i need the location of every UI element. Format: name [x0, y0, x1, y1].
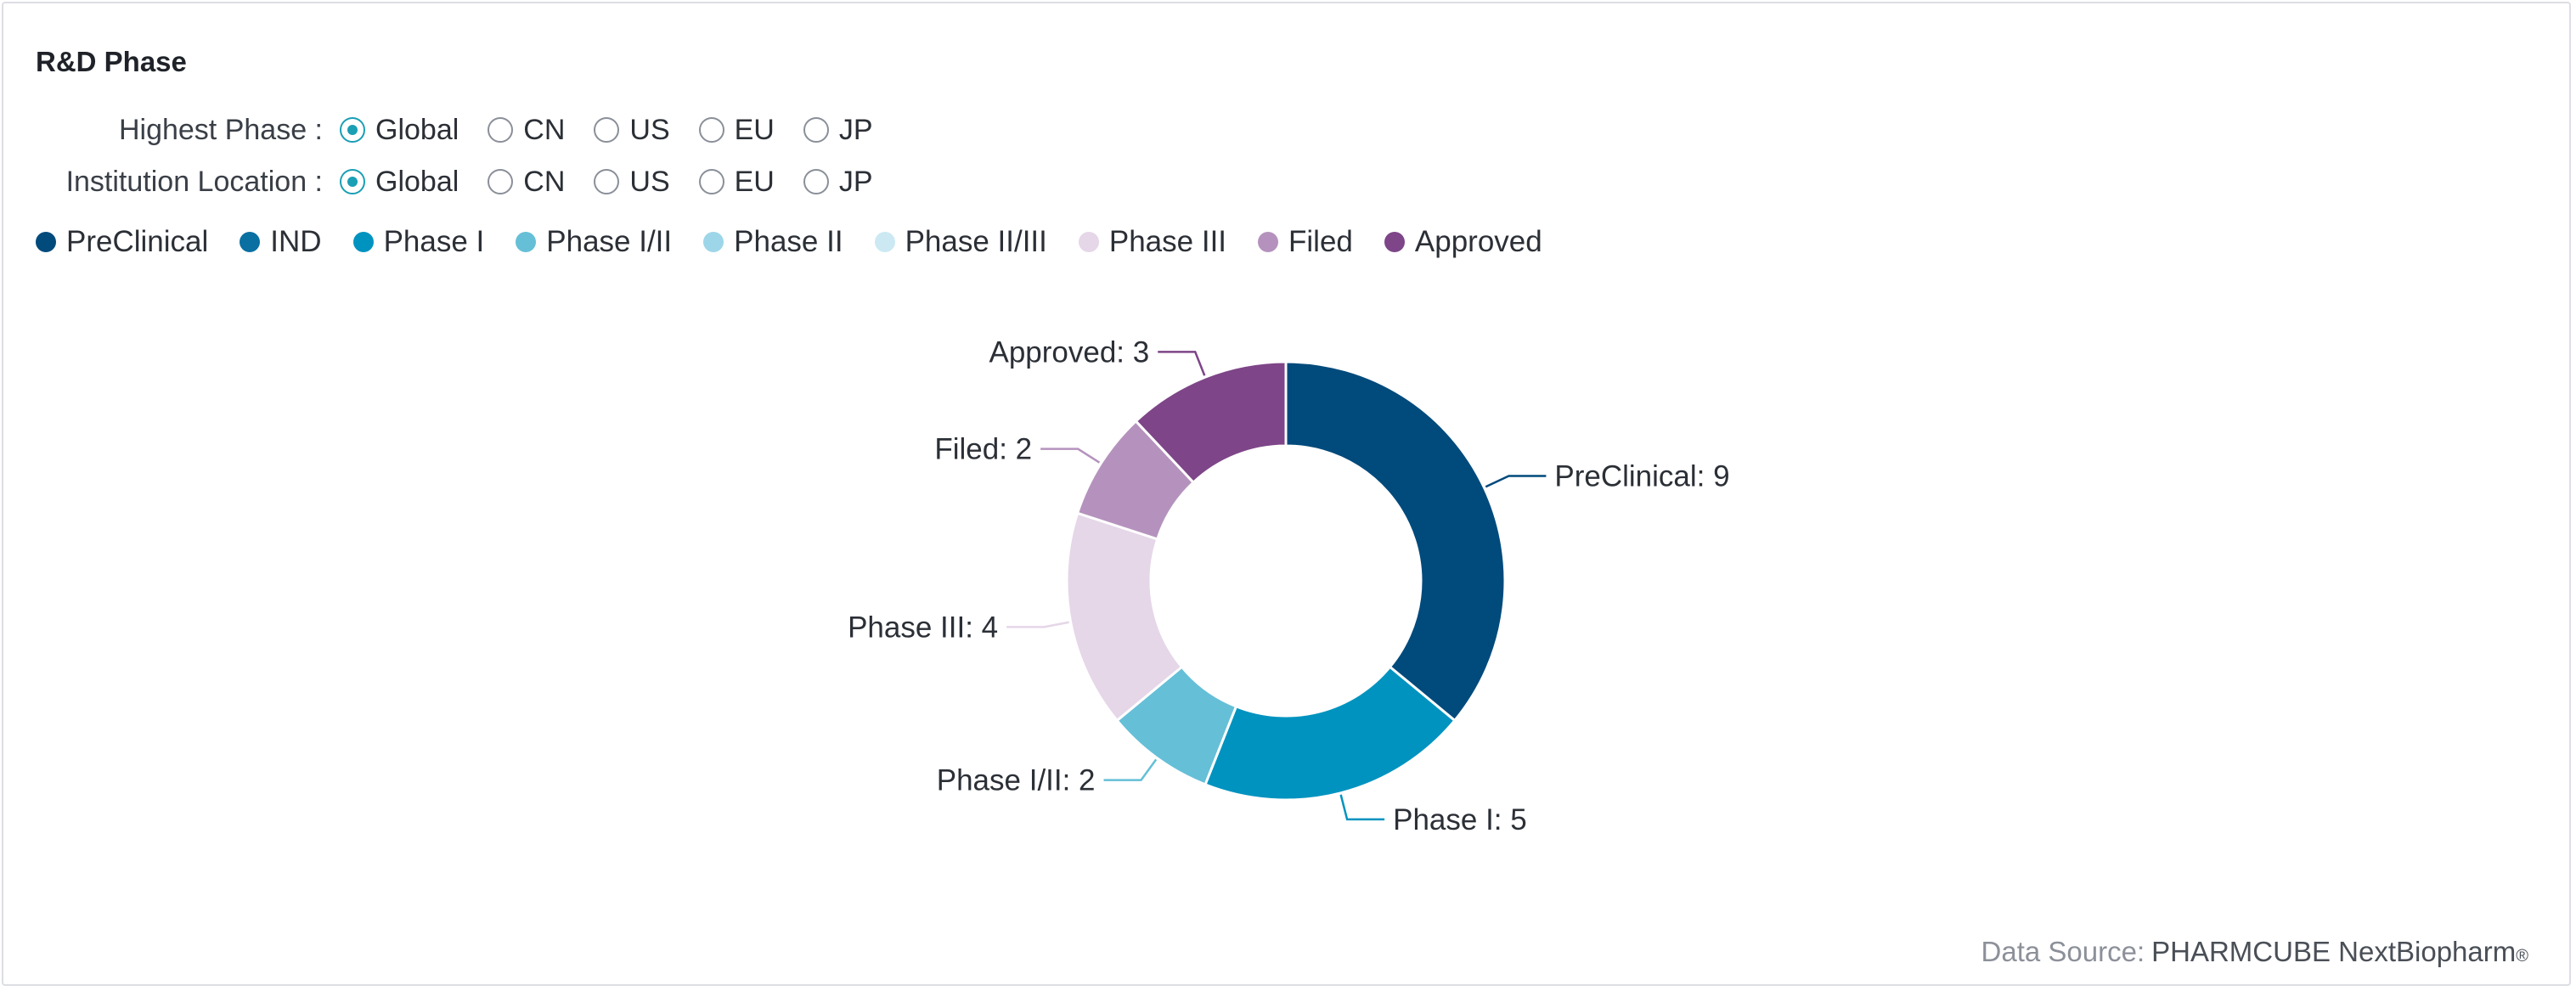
legend-dot	[36, 232, 56, 252]
filter-institution-location: Institution Location : Global CN US EU J…	[3, 160, 902, 203]
filter-label: Highest Phase :	[118, 113, 323, 146]
radio-unchecked-icon[interactable]	[594, 117, 620, 143]
legend-dot	[1258, 232, 1279, 252]
radio-unchecked-icon[interactable]	[488, 169, 514, 194]
legend-item-ind[interactable]: IND	[240, 225, 322, 259]
legend-item-phase-i[interactable]: Phase I	[352, 225, 485, 259]
radio-highest-eu[interactable]: EU	[698, 113, 775, 147]
radio-highest-us[interactable]: US	[594, 113, 670, 147]
legend-item-filed[interactable]: Filed	[1258, 225, 1353, 259]
filter-label: Institution Location :	[65, 165, 323, 198]
legend-dot	[874, 232, 895, 252]
radio-unchecked-icon[interactable]	[488, 117, 514, 143]
leader-line	[1006, 621, 1069, 628]
legend-item-phase-ii[interactable]: Phase II	[703, 225, 843, 259]
legend-item-phase-iii[interactable]: Phase III	[1078, 225, 1227, 259]
radio-unchecked-icon[interactable]	[594, 169, 620, 194]
radio-highest-cn[interactable]: CN	[488, 114, 565, 147]
legend-label: Phase III	[1108, 225, 1227, 258]
radio-unchecked-icon[interactable]	[698, 169, 724, 194]
data-source: Data Source: PHARMCUBE NextBiopharm ®	[1981, 936, 2528, 968]
slice-label: PreClinical: 9	[1554, 460, 1729, 493]
radio-highest-global[interactable]: Global	[340, 114, 459, 147]
radio-label: EU	[734, 165, 775, 198]
legend-label: Phase II	[734, 225, 843, 258]
legend-label: Phase II/III	[905, 225, 1047, 258]
legend-label: IND	[270, 225, 322, 258]
radio-highest-jp[interactable]: JP	[803, 114, 873, 147]
slice-label: Approved: 3	[989, 335, 1149, 369]
radio-location-global[interactable]: Global	[340, 166, 459, 199]
legend-label: PreClinical	[66, 225, 209, 258]
legend-item-phase-i-ii[interactable]: Phase I/II	[516, 225, 672, 259]
leader-line	[1158, 351, 1206, 376]
legend-label: Phase I	[383, 225, 485, 258]
slice-phase-i[interactable]	[1203, 665, 1457, 802]
legend-item-preclinical[interactable]: PreClinical	[36, 225, 208, 259]
leader-line	[1339, 794, 1385, 821]
legend-dot	[703, 232, 724, 252]
slice-preclinical[interactable]	[1284, 360, 1507, 723]
legend-dot	[352, 232, 374, 252]
radio-label: Global	[375, 113, 459, 146]
radio-location-us[interactable]: US	[594, 165, 670, 199]
radio-checked-icon[interactable]	[340, 117, 365, 143]
radio-label: JP	[838, 113, 873, 146]
legend-label: Filed	[1288, 225, 1353, 258]
radio-label: EU	[734, 113, 775, 146]
legend-label: Approved	[1414, 225, 1542, 258]
radio-label: CN	[523, 165, 566, 198]
card-title: R&D Phase	[36, 46, 187, 77]
leader-line	[1485, 475, 1547, 488]
radio-checked-icon[interactable]	[340, 169, 365, 194]
legend-dot	[240, 232, 261, 252]
radio-label: Global	[375, 165, 459, 198]
slice-label: Filed: 2	[934, 433, 1032, 466]
leader-line	[1040, 448, 1101, 464]
radio-label: JP	[838, 165, 873, 198]
slice-label: Phase I: 5	[1393, 803, 1527, 836]
radio-location-eu[interactable]: EU	[698, 165, 775, 199]
trademark-symbol: ®	[2516, 947, 2528, 966]
radio-unchecked-icon[interactable]	[803, 169, 829, 194]
chart-legend: PreClinical IND Phase I Phase I/II Phase II P…	[36, 222, 1574, 262]
radio-label: US	[629, 113, 670, 146]
legend-dot	[516, 232, 537, 252]
radio-label: CN	[523, 113, 566, 146]
radio-unchecked-icon[interactable]	[698, 117, 724, 143]
legend-item-phase-ii-iii[interactable]: Phase II/III	[874, 225, 1047, 259]
slice-label: Phase I/II: 2	[937, 764, 1096, 797]
radio-label: US	[629, 165, 670, 198]
radio-location-jp[interactable]: JP	[803, 166, 873, 199]
legend-dot	[1384, 232, 1405, 252]
radio-location-cn[interactable]: CN	[488, 166, 565, 199]
slice-approved[interactable]	[1134, 360, 1288, 485]
data-source-brand: PHARMCUBE NextBiopharm	[2151, 936, 2517, 967]
leader-line	[1103, 758, 1158, 781]
legend-dot	[1078, 232, 1099, 252]
legend-label: Phase I/II	[546, 225, 673, 258]
radio-unchecked-icon[interactable]	[803, 117, 829, 143]
data-source-label: Data Source:	[1981, 936, 2145, 967]
filter-highest-phase: Highest Phase : Global CN US EU JP	[3, 109, 902, 151]
slice-label: Phase III: 4	[848, 611, 998, 644]
legend-item-approved[interactable]: Approved	[1384, 225, 1542, 259]
